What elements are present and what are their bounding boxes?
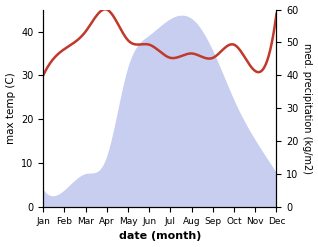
Y-axis label: med. precipitation (kg/m2): med. precipitation (kg/m2) — [302, 43, 313, 174]
Y-axis label: max temp (C): max temp (C) — [5, 72, 16, 144]
X-axis label: date (month): date (month) — [119, 231, 201, 242]
